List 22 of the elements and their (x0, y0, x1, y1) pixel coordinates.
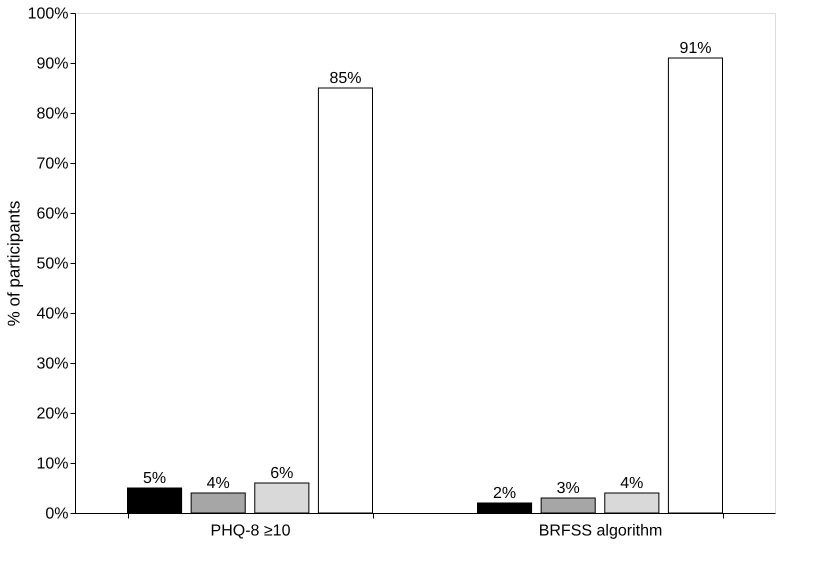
data-label: 85% (329, 70, 362, 87)
y-tick-label: 90% (36, 56, 68, 72)
y-tick-label: 20% (36, 406, 68, 422)
x-tick-label: BRFSS algorithm (538, 522, 662, 540)
x-tick-label: PHQ-8 ≥10 (210, 522, 291, 540)
data-label: 3% (556, 480, 580, 497)
data-label: 4% (620, 475, 644, 492)
data-label: 6% (270, 465, 294, 482)
y-axis-title: % of participants (4, 200, 24, 326)
y-tick-label: 100% (28, 6, 68, 22)
data-label: 5% (142, 470, 166, 487)
y-tick-label: 30% (36, 356, 68, 372)
y-tick-label: 60% (36, 206, 68, 222)
y-tick-label: 80% (36, 106, 68, 122)
y-tick-label: 40% (36, 306, 68, 322)
y-tick-label: 0% (45, 506, 68, 522)
data-label: 91% (679, 40, 712, 57)
y-tick-label: 10% (36, 456, 68, 472)
y-tick-label: 70% (36, 156, 68, 172)
data-label: 4% (206, 475, 230, 492)
y-tick-label: 50% (36, 256, 68, 272)
data-label: 2% (492, 485, 516, 502)
